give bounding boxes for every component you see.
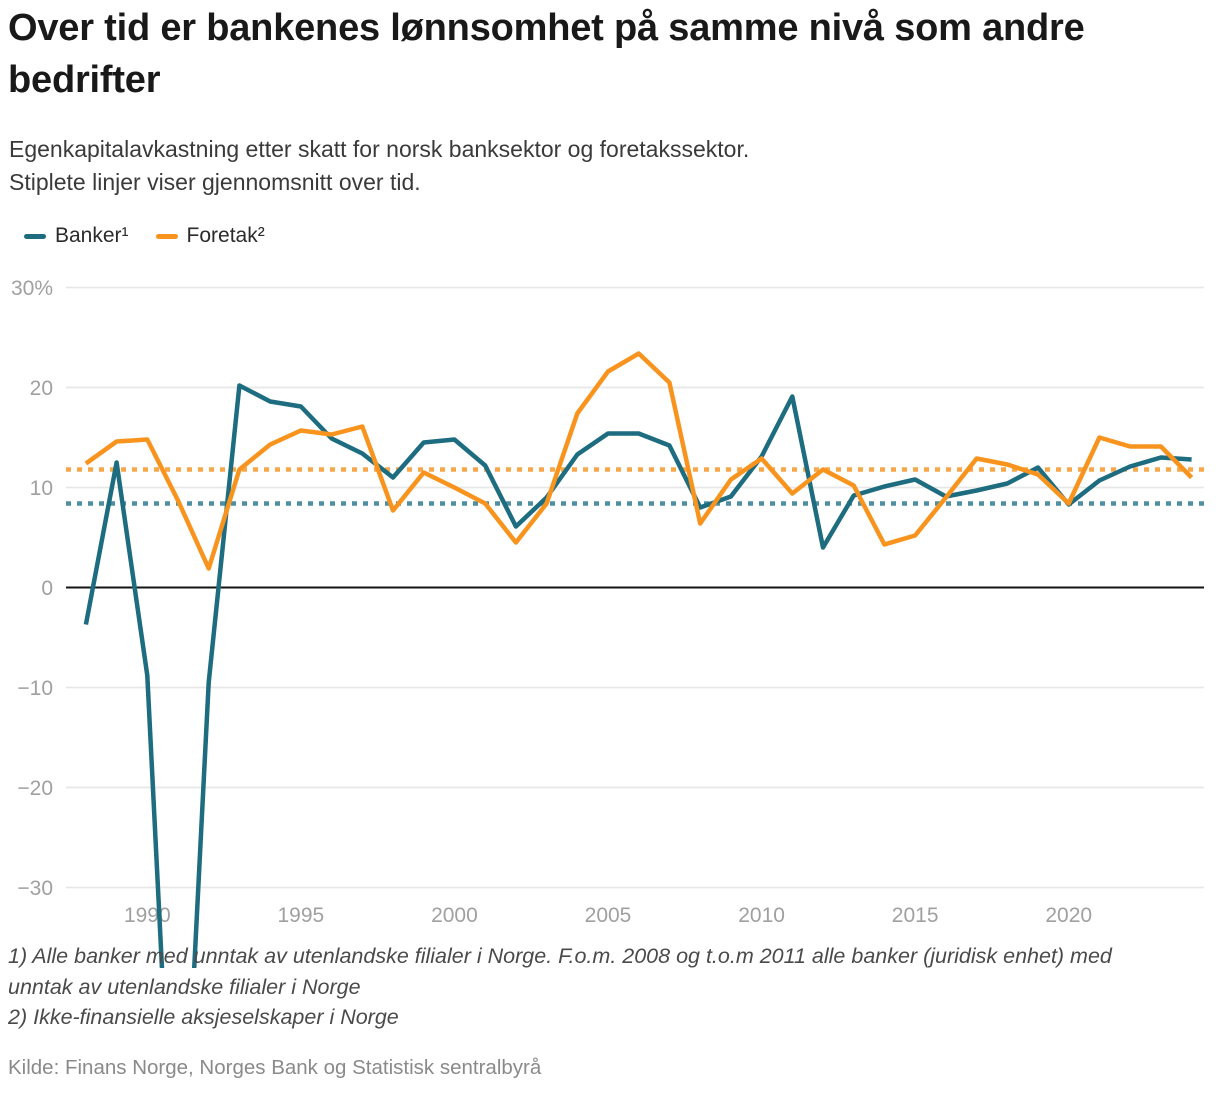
page-title: Over tid er bankenes lønnsomhet på samme… xyxy=(8,7,1085,101)
legend-item-banker: Banker¹ xyxy=(24,224,129,248)
banker-line-swatch-icon xyxy=(24,233,46,239)
footnote-2: 2) Ikke-finansielle aksjeselskaper i Nor… xyxy=(8,1005,399,1029)
svg-text:−10: −10 xyxy=(17,677,53,700)
foretak-line-swatch-icon xyxy=(155,233,178,239)
source-line: Kilde: Finans Norge, Norges Bank og Stat… xyxy=(8,1056,542,1079)
svg-text:2005: 2005 xyxy=(585,904,632,927)
svg-text:−30: −30 xyxy=(17,877,53,900)
subtitle-line-1: Egenkapitalavkastning etter skatt for no… xyxy=(9,136,750,162)
svg-text:0: 0 xyxy=(41,577,53,600)
svg-text:20: 20 xyxy=(30,377,53,400)
footnotes: 1) Alle banker med unntak av utenlandske… xyxy=(8,941,1168,1033)
legend-label-foretak: Foretak² xyxy=(186,224,265,247)
legend-item-foretak: Foretak² xyxy=(155,224,265,248)
subtitle-line-2: Stiplete linjer viser gjennomsnitt over … xyxy=(9,169,421,195)
svg-text:2020: 2020 xyxy=(1045,904,1092,927)
chart-subtitle: Egenkapitalavkastning etter skatt for no… xyxy=(9,133,1204,199)
svg-text:−20: −20 xyxy=(17,777,53,800)
svg-text:30%: 30% xyxy=(11,277,53,300)
svg-text:2010: 2010 xyxy=(738,904,785,927)
svg-text:2015: 2015 xyxy=(892,904,939,927)
svg-text:1990: 1990 xyxy=(124,904,171,927)
svg-text:2000: 2000 xyxy=(431,904,478,927)
legend-label-banker: Banker¹ xyxy=(55,224,129,247)
svg-text:1995: 1995 xyxy=(278,904,325,927)
footnote-1: 1) Alle banker med unntak av utenlandske… xyxy=(8,944,1112,999)
svg-text:10: 10 xyxy=(30,477,53,500)
legend: Banker¹ Foretak² xyxy=(24,222,265,250)
